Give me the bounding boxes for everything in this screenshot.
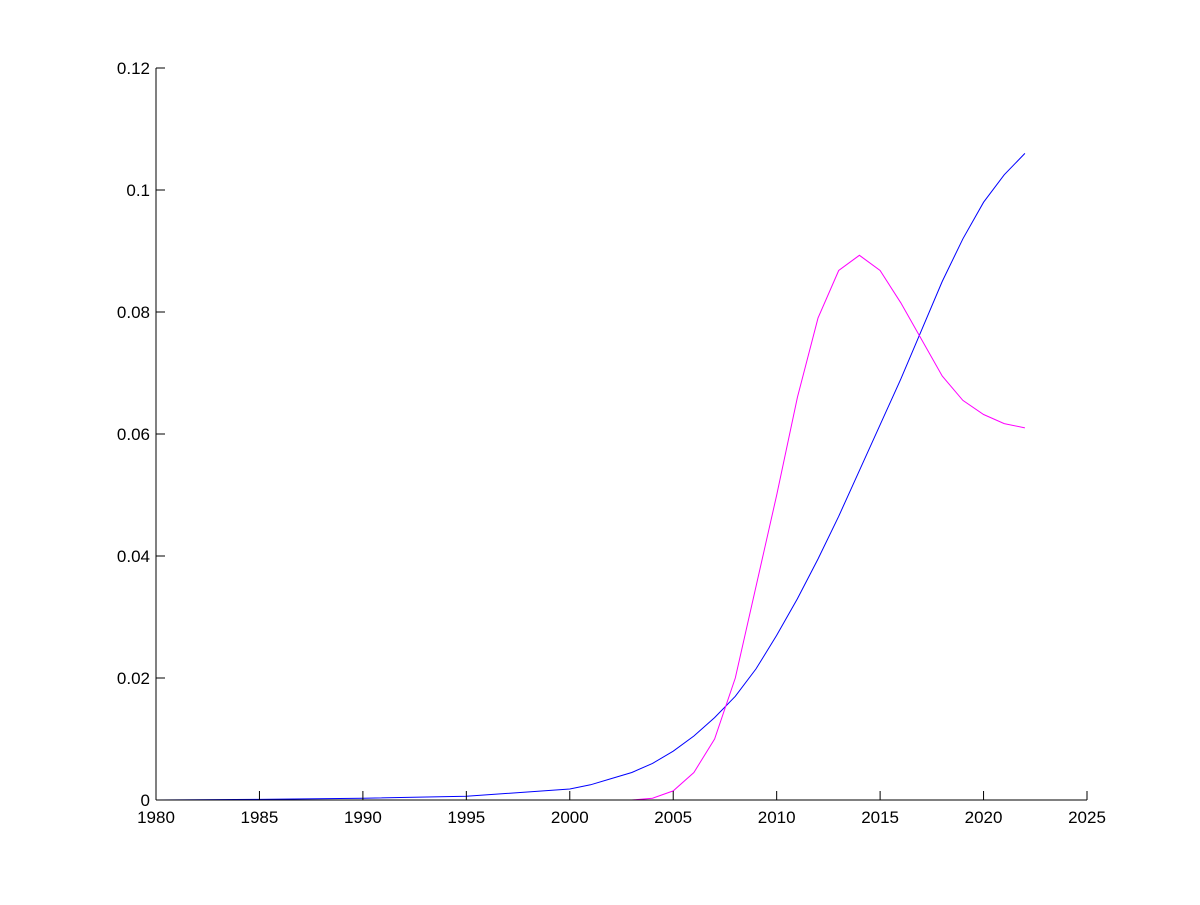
y-tick-label: 0.04 (117, 547, 150, 566)
x-ticks: 1980 1985 1990 1995 2000 2005 2010 2015 2020 2025 (137, 791, 1106, 827)
x-tick-label: 2025 (1068, 808, 1106, 827)
x-tick-label: 1985 (241, 808, 279, 827)
y-tick-label: 0.08 (117, 303, 150, 322)
x-tick-label: 2015 (861, 808, 899, 827)
x-tick-label: 2020 (965, 808, 1003, 827)
y-tick-label: 0.06 (117, 425, 150, 444)
x-tick-label: 2010 (758, 808, 796, 827)
y-tick-label: 0.1 (126, 181, 150, 200)
series-line-2 (156, 254, 1026, 801)
y-tick-label: 0 (141, 791, 150, 810)
x-tick-label: 1980 (137, 808, 175, 827)
y-tick-label: 0.12 (117, 59, 150, 78)
x-tick-label: 2000 (551, 808, 589, 827)
y-ticks: 0 0.02 0.04 0.06 0.08 0.1 0.12 (117, 59, 165, 810)
y-tick-label: 0.02 (117, 669, 150, 688)
x-tick-label: 2005 (654, 808, 692, 827)
series-line-1 (155, 153, 1026, 801)
series-layer (155, 153, 1026, 801)
x-tick-label: 1995 (447, 808, 485, 827)
x-tick-label: 1990 (344, 808, 382, 827)
